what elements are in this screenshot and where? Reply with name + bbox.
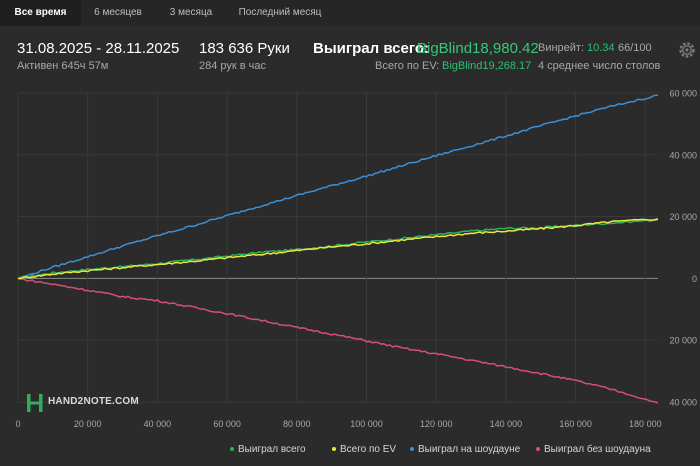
legend-won-total-label: Выиграл всего [238, 444, 306, 455]
chart-series [17, 94, 659, 404]
legend-ev-label: Всего по EV [340, 444, 397, 455]
hand2note-logo-text: HAND2NOTE.COM [48, 396, 139, 407]
date-range: 31.08.2025 - 28.11.2025 [17, 40, 180, 57]
x-tick-label: 60 000 [213, 419, 241, 429]
legend-non-showdown-label: Выиграл без шоудауна [544, 444, 651, 455]
legend-won-total-marker [230, 447, 234, 452]
showdown-line [17, 94, 659, 280]
x-tick-label: 40 000 [144, 419, 172, 429]
x-tick-label: 100 000 [350, 419, 383, 429]
hand2note-logo-icon [27, 394, 43, 412]
chart-ticks: 60 000 40 000 20 000 0 20 000 40 000 0 20 000 40… [15, 89, 697, 430]
x-tick-label: 80 000 [283, 419, 311, 429]
legend-non-showdown[interactable]: Выиграл без шоудауна [536, 444, 651, 455]
tab-last-month[interactable]: Последний месяц [238, 7, 322, 18]
x-tick-label: 160 000 [559, 419, 592, 429]
y-tick-label: 0 [692, 274, 697, 284]
hands-count: 183 636 Руки [199, 40, 290, 57]
y-tick-label: 40 000 [669, 150, 697, 160]
ev-line [17, 218, 659, 280]
legend-showdown-marker [410, 447, 414, 452]
y-tick-label: 60 000 [669, 89, 697, 99]
tab-6-months[interactable]: 6 месяцев [94, 7, 142, 18]
legend-ev[interactable]: Всего по EV [332, 444, 396, 455]
y-tick-label: 40 000 [669, 398, 697, 408]
avg-tables: 4 среднее число столов [538, 60, 661, 72]
gear-icon[interactable] [677, 40, 697, 60]
won-total-value: BigBlind18,980.42 [417, 40, 539, 57]
tab-3-months[interactable]: 3 месяца [169, 7, 213, 18]
x-tick-label: 0 [15, 419, 20, 429]
ev-value: BigBlind19,268.17 [442, 60, 532, 72]
legend-ev-marker [332, 447, 336, 452]
legend-showdown-label: Выиграл на шоудауне [418, 444, 521, 455]
y-tick-label: 20 000 [669, 336, 697, 346]
x-tick-label: 20 000 [74, 419, 102, 429]
ev-label: Всего по EV: [375, 60, 440, 72]
period-tabs: Все время 6 месяцев 3 месяца Последний м… [0, 0, 700, 26]
y-tick-label: 20 000 [669, 212, 697, 222]
x-tick-label: 120 000 [420, 419, 453, 429]
x-tick-label: 140 000 [490, 419, 523, 429]
winrate-value: 10.34 [587, 42, 615, 54]
x-tick-label: 180 000 [629, 419, 662, 429]
winrate-unit: 66/100 [618, 42, 652, 54]
won-total-label: Выиграл всего: [313, 40, 430, 57]
hand2note-logo: HAND2NOTE.COM [26, 393, 139, 413]
hands-per-hour: 284 рук в час [199, 60, 267, 72]
tab-all-time[interactable]: Все время [0, 0, 81, 26]
legend-won-total[interactable]: Выиграл всего [230, 444, 306, 455]
non-showdown-line [17, 277, 659, 404]
chart-grid [17, 92, 658, 403]
legend-showdown[interactable]: Выиграл на шоудауне [410, 444, 520, 455]
active-time: Активен 645ч 57м [17, 60, 109, 72]
legend-non-showdown-marker [536, 447, 540, 452]
winrate-label: Винрейт: [538, 42, 585, 54]
